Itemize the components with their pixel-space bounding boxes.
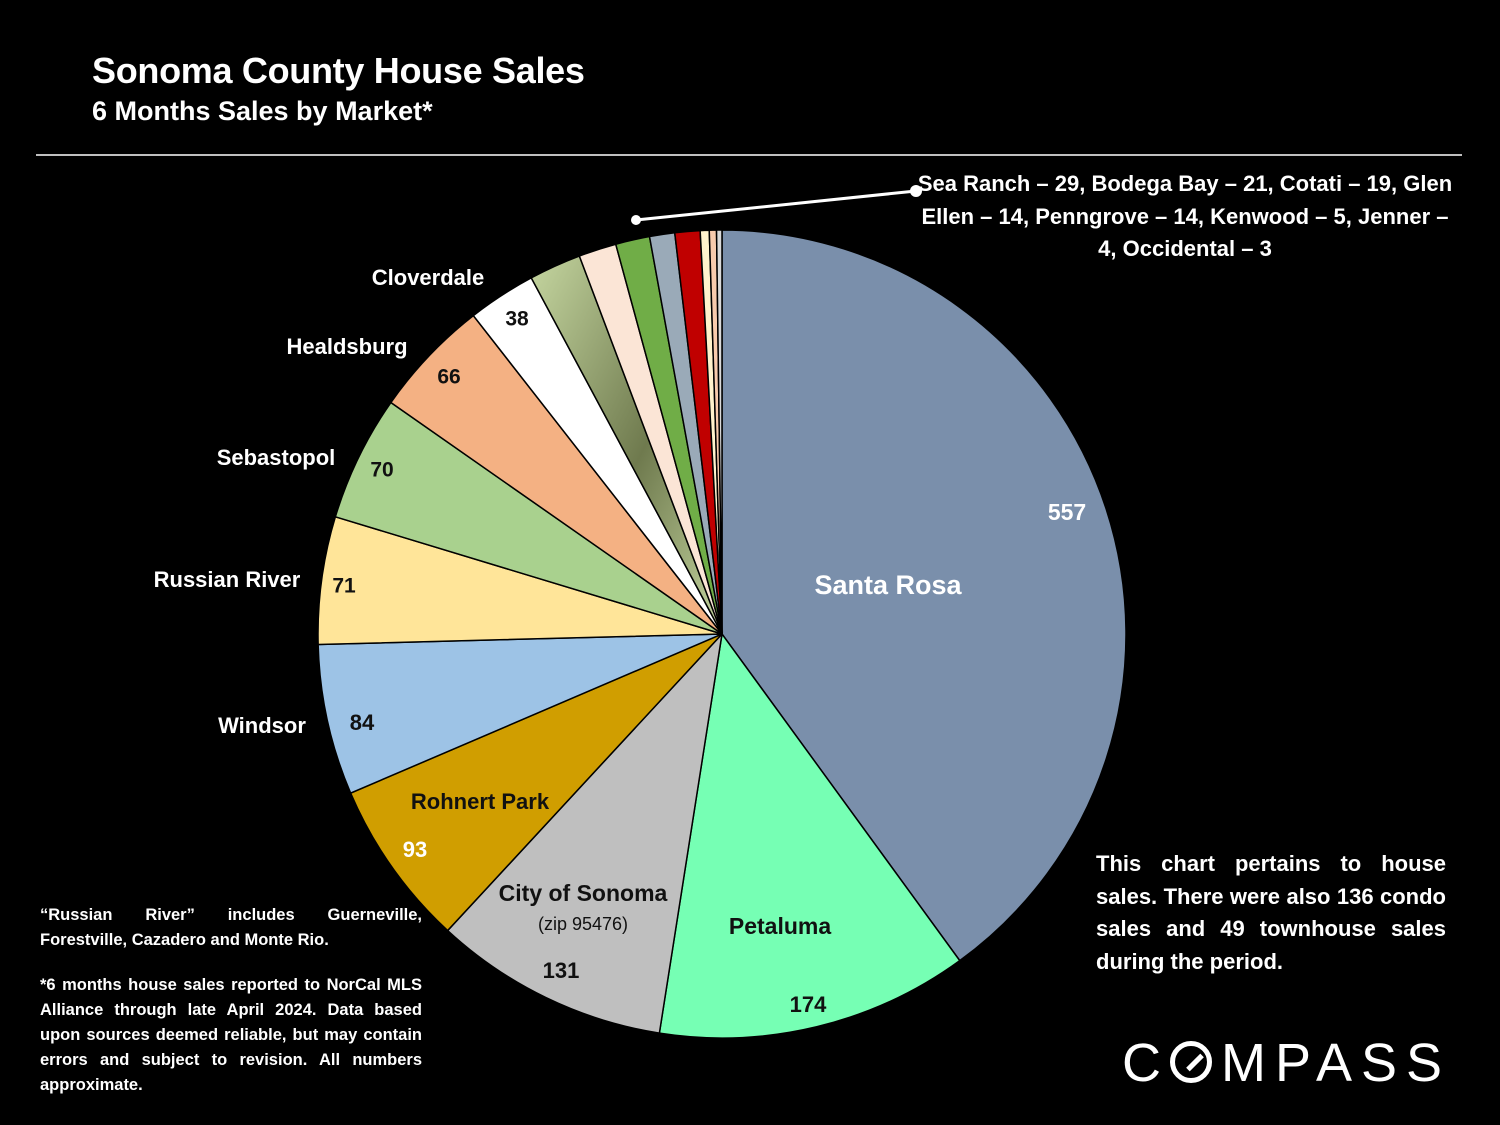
others-leader-dot-right bbox=[910, 185, 922, 197]
pie-value-healdsburg: 66 bbox=[437, 366, 460, 389]
pie-slice-occidental bbox=[715, 229, 723, 635]
russian-river-footnote: “Russian River” includes Guerneville, Fo… bbox=[40, 906, 422, 949]
pie-label-sebastopol: Sebastopol bbox=[217, 445, 336, 470]
pie-slice-windsor bbox=[317, 633, 723, 795]
pie-label-santa-rosa: Santa Rosa bbox=[814, 570, 962, 600]
compass-logo: C MPASS bbox=[1122, 1033, 1452, 1093]
condo-townhouse-note: This chart pertains to house sales. Ther… bbox=[1096, 851, 1446, 974]
pie-label-russian-river: Russian River bbox=[154, 567, 301, 592]
pie-label-city-of-sonoma: City of Sonoma bbox=[499, 880, 668, 906]
header-divider bbox=[36, 154, 1462, 156]
chart-subtitle: 6 Months Sales by Market* bbox=[92, 96, 433, 126]
pie-label-rohnert-park: Rohnert Park bbox=[411, 789, 550, 814]
pie-value-sebastopol: 70 bbox=[370, 459, 393, 482]
pie-value-cloverdale: 38 bbox=[505, 308, 529, 331]
small-markets-note: Sea Ranch – 29, Bodega Bay – 21, Cotati … bbox=[917, 171, 1453, 261]
others-leader-line bbox=[635, 189, 917, 222]
pie-value-windsor: 84 bbox=[350, 710, 375, 735]
pie-slice-rohnert-park bbox=[349, 633, 723, 932]
pie-label-petaluma: Petaluma bbox=[729, 913, 831, 939]
others-leader-dot-left bbox=[631, 215, 641, 225]
pie-label-cloverdale: Cloverdale bbox=[372, 265, 485, 290]
pie-sub-city-of-sonoma: (zip 95476) bbox=[538, 914, 628, 934]
pie-value-santa-rosa: 557 bbox=[1048, 499, 1086, 525]
pie-slice-santa-rosa bbox=[721, 229, 1127, 962]
pie-label-healdsburg: Healdsburg bbox=[286, 334, 407, 359]
chart-title: Sonoma County House Sales bbox=[92, 50, 585, 91]
pie-label-windsor: Windsor bbox=[218, 713, 306, 738]
pie-value-rohnert-park: 93 bbox=[403, 837, 427, 862]
compass-o-icon bbox=[1170, 1041, 1212, 1083]
pie-value-russian-river: 71 bbox=[332, 575, 356, 598]
pie-slice-city-of-sonoma bbox=[446, 631, 724, 1034]
pie-value-petaluma: 174 bbox=[790, 992, 827, 1017]
pie-value-city-of-sonoma: 131 bbox=[543, 958, 580, 983]
source-footnote: *6 months house sales reported to NorCal… bbox=[40, 976, 422, 1094]
pie-slice-petaluma bbox=[658, 632, 961, 1039]
